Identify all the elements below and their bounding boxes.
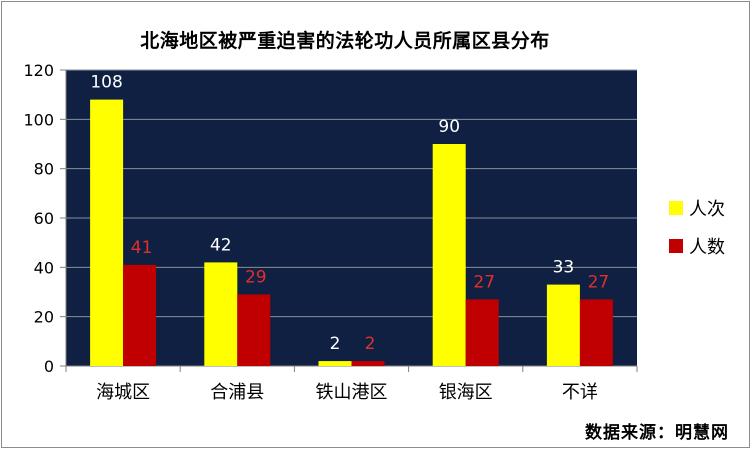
bar [237, 294, 271, 366]
category-label: 不详 [562, 382, 598, 403]
y-axis: 0 20 40 60 80 100 120 [23, 61, 67, 376]
source-note: 数据来源：明慧网 [585, 423, 729, 443]
bars: 108 41 42 29 2 2 90 27 33 27 [90, 73, 613, 366]
y-tick-label: 20 [34, 308, 54, 327]
category-label: 海城区 [96, 382, 150, 403]
gridlines [66, 69, 637, 318]
data-label: 41 [131, 238, 153, 258]
category-label: 铁山港区 [316, 382, 388, 403]
x-axis: 海城区 合浦县 铁山港区 银海区 不详 [65, 365, 638, 403]
chart-title: 北海地区被严重迫害的法轮功人员所属区县分布 [140, 30, 550, 52]
y-tick-label: 0 [44, 357, 54, 376]
legend-label: 人次 [689, 199, 725, 220]
y-tick-label: 120 [23, 61, 54, 80]
data-label: 29 [245, 267, 267, 287]
bar [204, 262, 238, 366]
y-tick-label: 60 [34, 209, 54, 228]
bar [465, 299, 499, 366]
y-tick-label: 100 [23, 110, 54, 129]
bar [351, 361, 385, 366]
bar [318, 361, 352, 366]
category-label: 银海区 [439, 382, 493, 403]
bar [123, 264, 157, 366]
bar [432, 144, 466, 366]
legend-label: 人数 [689, 237, 725, 258]
data-label: 42 [210, 235, 232, 255]
y-tick-label: 80 [34, 160, 54, 179]
data-label: 2 [330, 334, 341, 354]
bar [579, 299, 613, 366]
legend-swatch [669, 239, 683, 253]
data-label: 108 [90, 73, 122, 93]
data-label: 2 [365, 334, 376, 354]
category-label: 合浦县 [210, 382, 264, 403]
data-label: 27 [473, 272, 495, 292]
data-label: 90 [438, 117, 460, 137]
data-label: 27 [588, 272, 610, 292]
data-label: 33 [553, 258, 575, 278]
bar [90, 99, 124, 366]
y-tick-label: 40 [34, 258, 54, 277]
bar [546, 284, 580, 366]
legend-swatch [669, 201, 683, 215]
